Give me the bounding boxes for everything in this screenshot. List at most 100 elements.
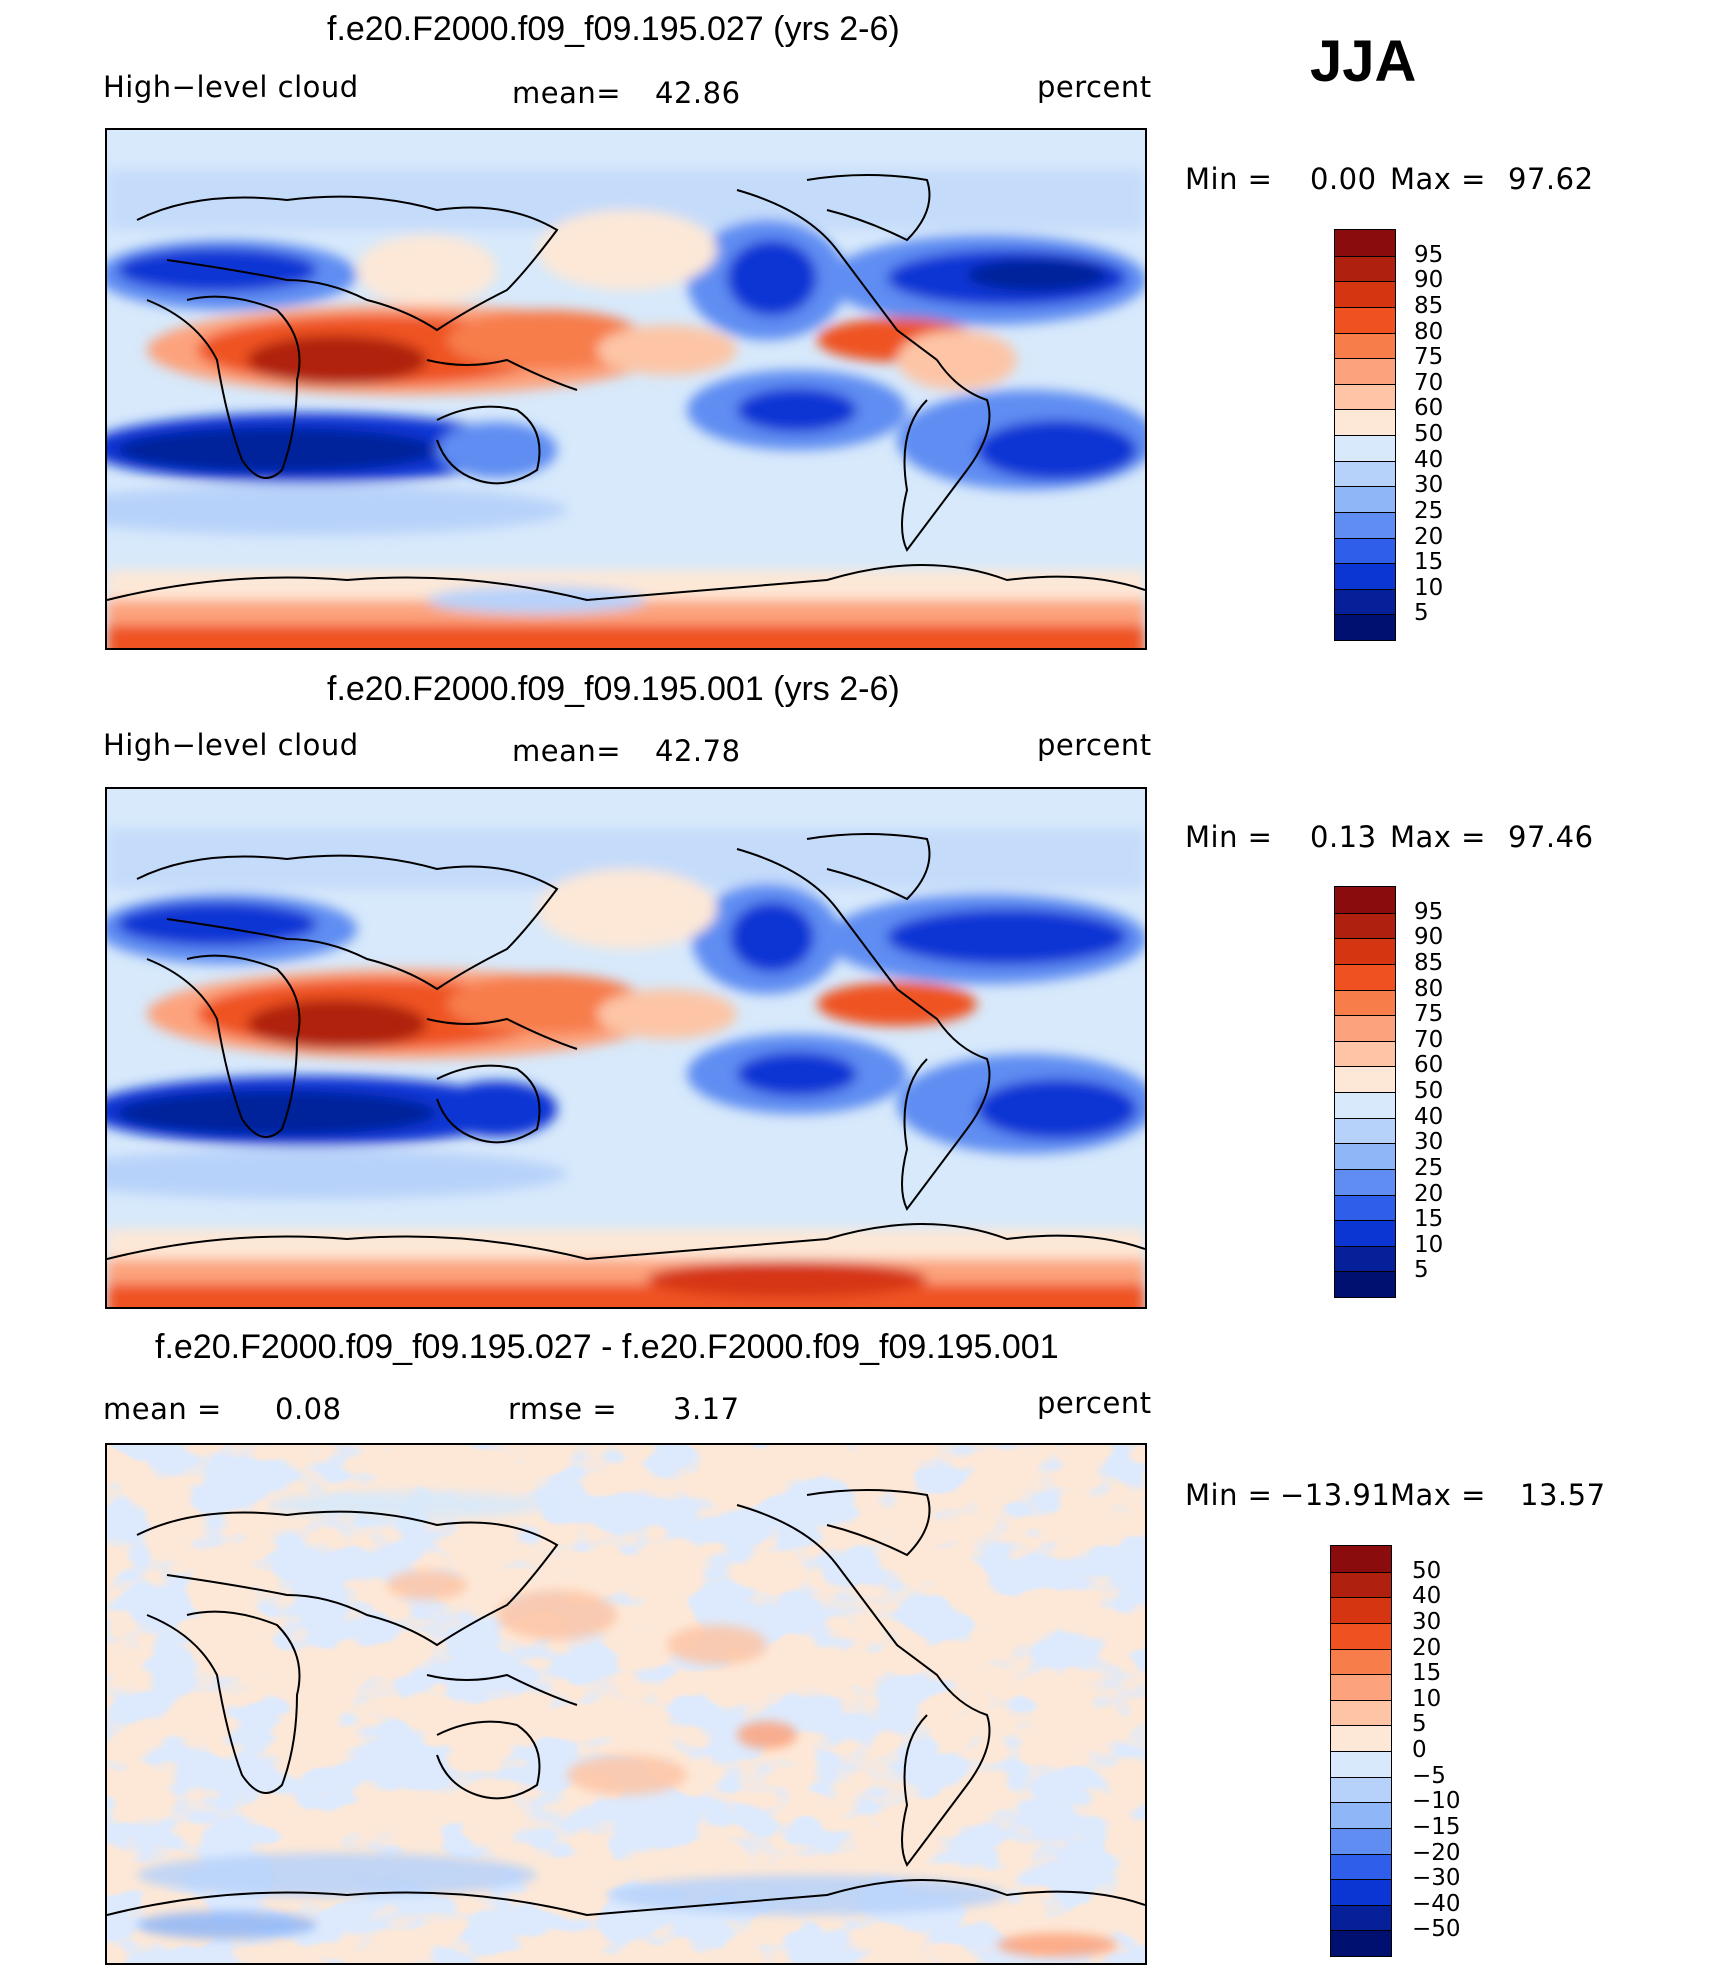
panel2-mean-label: mean= (512, 734, 622, 768)
colorbar-swatch (1335, 460, 1395, 487)
panel3-title: f.e20.F2000.f09_f09.195.027 - f.e20.F200… (155, 1328, 1059, 1366)
colorbar-tick-label: 10 (1412, 1685, 1442, 1712)
panel2-max-label: Max = (1390, 820, 1486, 854)
colorbar-tick-label: 0 (1412, 1737, 1427, 1763)
panel2-max-value: 97.46 (1508, 820, 1594, 854)
panel3-min-label: Min = (1185, 1478, 1273, 1512)
panel1-mean-value: 42.86 (655, 76, 741, 110)
panel1-map (105, 128, 1147, 650)
colorbar-tick-label: 30 (1414, 1129, 1444, 1156)
colorbar-tick-label: 70 (1414, 1026, 1444, 1053)
colorbar-swatch (1335, 332, 1395, 359)
colorbar-tick-label: 50 (1412, 1557, 1442, 1584)
colorbar-tick-label: 75 (1414, 1001, 1444, 1028)
colorbar-swatch (1335, 989, 1395, 1016)
colorbar-swatch (1335, 912, 1395, 939)
panel3-mean-value: 0.08 (275, 1392, 342, 1426)
colorbar-swatch (1335, 1015, 1395, 1041)
colorbar-swatch (1335, 230, 1395, 256)
colorbar-tick-label: 15 (1414, 549, 1444, 576)
colorbar-tick-label: 20 (1414, 523, 1444, 550)
colorbar-swatch (1335, 563, 1395, 589)
panel1-units: percent (1037, 70, 1152, 104)
colorbar-swatch (1335, 1194, 1395, 1221)
colorbar-swatch (1331, 1853, 1391, 1880)
colorbar-tick-label: 30 (1412, 1608, 1442, 1635)
colorbar-tick-label: 60 (1414, 395, 1444, 422)
panel3-colorbar-labels: 50 40 30 20 15 10 5 0 −5 −10 −15 −20 −30 −40 −50 (1412, 1545, 1472, 1955)
colorbar-swatch (1331, 1546, 1391, 1572)
colorbar-swatch (1335, 306, 1395, 333)
colorbar-tick-label: 15 (1412, 1660, 1442, 1687)
colorbar-tick-label: 85 (1414, 292, 1444, 319)
panel3-mean-label: mean = (103, 1392, 222, 1426)
colorbar-swatch (1331, 1776, 1391, 1803)
panel2-min-value: 0.13 (1310, 820, 1377, 854)
colorbar-swatch (1335, 358, 1395, 384)
colorbar-tick-label: 75 (1414, 344, 1444, 371)
colorbar-tick-label: 60 (1414, 1052, 1444, 1079)
colorbar-swatch (1335, 281, 1395, 307)
panel1-max-label: Max = (1390, 162, 1486, 196)
colorbar-tick-label: 40 (1414, 446, 1444, 473)
colorbar-tick-label: 95 (1414, 898, 1444, 925)
colorbar-tick-label: 90 (1414, 924, 1444, 951)
colorbar-tick-label: −15 (1412, 1813, 1461, 1840)
panel2-min-label: Min = (1185, 820, 1273, 854)
panel3-map (105, 1443, 1147, 1965)
colorbar-tick-label: 20 (1414, 1180, 1444, 1207)
colorbar-tick-label: 80 (1414, 975, 1444, 1002)
panel3-rmse-value: 3.17 (673, 1392, 740, 1426)
colorbar-tick-label: 25 (1414, 497, 1444, 524)
season-label: JJA (1310, 29, 1417, 94)
colorbar-tick-label: 5 (1412, 1711, 1427, 1738)
colorbar-swatch (1331, 1699, 1391, 1726)
colorbar-swatch (1335, 1143, 1395, 1169)
colorbar-tick-label: 25 (1414, 1154, 1444, 1181)
panel2-colorbar (1334, 886, 1396, 1298)
colorbar-swatch (1335, 383, 1395, 410)
panel2-title: f.e20.F2000.f09_f09.195.001 (yrs 2-6) (327, 670, 900, 708)
colorbar-swatch (1335, 1168, 1395, 1195)
colorbar-tick-label: −40 (1412, 1890, 1461, 1917)
colorbar-tick-label: 50 (1414, 1078, 1444, 1104)
colorbar-swatch (1335, 887, 1395, 913)
colorbar-swatch (1331, 1725, 1391, 1751)
colorbar-swatch (1335, 409, 1395, 435)
panel1-colorbar-labels: 95 90 85 80 75 70 60 50 40 30 25 20 15 10 5 (1414, 229, 1474, 639)
panel1-min-label: Min = (1185, 162, 1273, 196)
panel2-variable-label: High−level cloud (103, 728, 359, 762)
colorbar-swatch (1331, 1622, 1391, 1649)
colorbar-tick-label: 20 (1412, 1634, 1442, 1661)
panel1-min-value: 0.00 (1310, 162, 1377, 196)
colorbar-swatch (1335, 963, 1395, 990)
colorbar-tick-label: −50 (1412, 1916, 1461, 1943)
panel2-colorbar-labels: 95 90 85 80 75 70 60 50 40 30 25 20 15 10 5 (1414, 886, 1474, 1296)
colorbar-tick-label: −10 (1412, 1788, 1461, 1815)
colorbar-tick-label: 40 (1414, 1103, 1444, 1130)
colorbar-swatch (1335, 435, 1395, 461)
colorbar-swatch (1335, 1117, 1395, 1144)
colorbar-swatch (1331, 1648, 1391, 1675)
colorbar-swatch (1331, 1597, 1391, 1623)
colorbar-swatch (1335, 614, 1395, 640)
panel1-mean-label: mean= (512, 76, 622, 110)
colorbar-tick-label: 95 (1414, 241, 1444, 268)
colorbar-tick-label: 90 (1414, 267, 1444, 294)
colorbar-tick-label: 10 (1414, 574, 1444, 601)
colorbar-swatch (1335, 1066, 1395, 1092)
panel2-units: percent (1037, 728, 1152, 762)
colorbar-swatch (1331, 1571, 1391, 1598)
panel1-max-value: 97.62 (1508, 162, 1594, 196)
colorbar-swatch (1335, 1092, 1395, 1118)
colorbar-swatch (1335, 486, 1395, 512)
colorbar-swatch (1331, 1751, 1391, 1777)
colorbar-swatch (1335, 537, 1395, 564)
panel3-max-label: Max = (1390, 1478, 1486, 1512)
panel3-min-value: −13.91 (1280, 1478, 1391, 1512)
colorbar-swatch (1335, 1040, 1395, 1067)
colorbar-tick-label: 40 (1412, 1583, 1442, 1610)
colorbar-swatch (1335, 255, 1395, 282)
panel1-colorbar (1334, 229, 1396, 641)
colorbar-swatch (1335, 588, 1395, 615)
